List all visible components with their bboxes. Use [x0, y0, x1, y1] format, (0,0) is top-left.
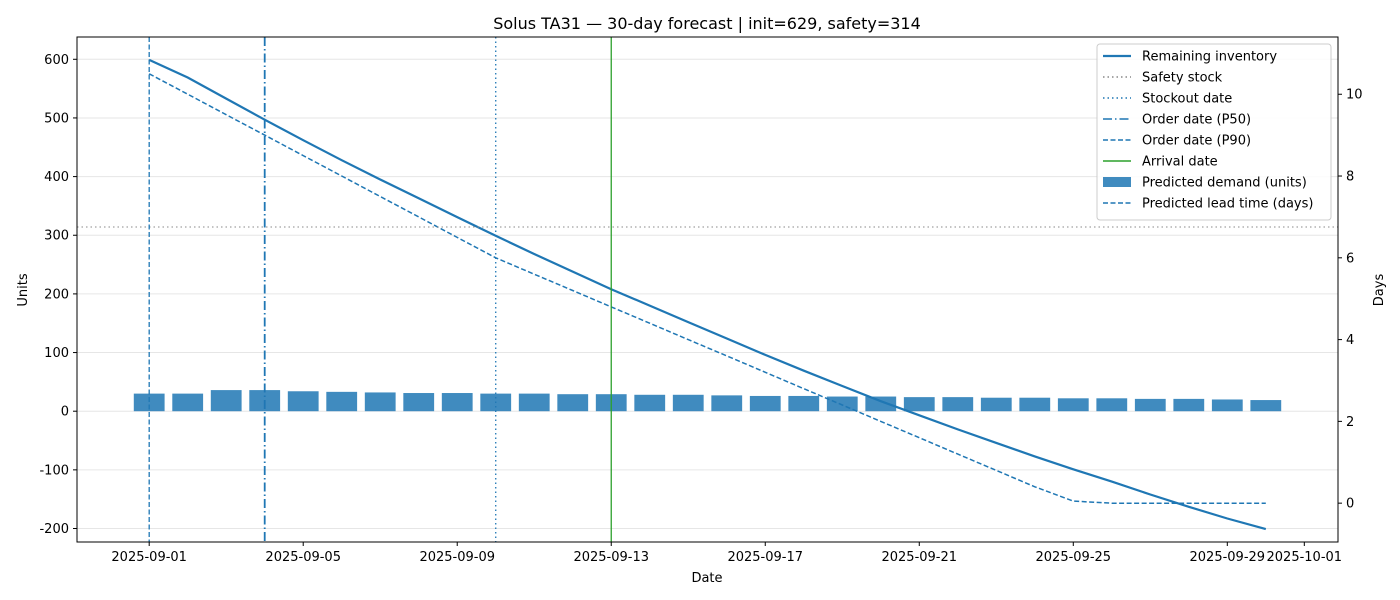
demand-bar [711, 395, 743, 412]
demand-bar [1057, 398, 1089, 412]
x-axis-label: Date [691, 571, 722, 586]
demand-bar [942, 397, 974, 412]
demand-bar [403, 393, 435, 412]
x-tick-label: 2025-09-29 [1190, 550, 1266, 565]
demand-bar [1211, 399, 1243, 412]
demand-bar [172, 393, 204, 412]
demand-bar [903, 397, 935, 412]
y-tick-label: 500 [44, 111, 69, 126]
demand-bar [980, 397, 1012, 412]
legend-box [1096, 43, 1332, 221]
legend-label: Remaining inventory [1142, 50, 1277, 65]
demand-bars [133, 390, 1282, 412]
demand-bar [749, 395, 781, 412]
legend-label: Stockout date [1142, 92, 1232, 107]
demand-bar [210, 390, 242, 412]
demand-bar [364, 392, 396, 412]
y2-tick-label: 4 [1346, 333, 1354, 348]
x-tick-label: 2025-09-01 [111, 550, 187, 565]
demand-bar [1173, 398, 1205, 412]
y-tick-label: 600 [44, 53, 69, 68]
lead-time-line [148, 73, 1266, 504]
chart-title: Solus TA31 — 30-day forecast | init=629,… [493, 14, 921, 33]
y2-tick-label: 10 [1346, 88, 1363, 103]
legend-swatch [1103, 177, 1131, 187]
demand-bar [1019, 397, 1051, 412]
y-tick-label: 0 [61, 405, 69, 420]
demand-bar [557, 394, 589, 412]
y2-tick-label: 2 [1346, 415, 1354, 430]
legend: Remaining inventory Safety stock Stockout … [1096, 43, 1332, 221]
y2-axis-label: Days [1372, 274, 1387, 307]
y2-tick-label: 8 [1346, 170, 1354, 185]
x-tick-label: 2025-10-01 [1267, 550, 1343, 565]
reference-lines [77, 37, 1338, 542]
x-tick-label: 2025-09-13 [573, 550, 649, 565]
y-tick-label: 100 [44, 346, 69, 361]
demand-bar [634, 394, 666, 412]
x-tick-label: 2025-09-17 [727, 550, 803, 565]
demand-bar [441, 393, 473, 412]
demand-bar [788, 395, 820, 412]
demand-bar [518, 393, 550, 412]
x-tick-label: 2025-09-21 [881, 550, 957, 565]
gridlines [77, 58, 1338, 530]
demand-bar [865, 396, 897, 412]
demand-bar [133, 393, 165, 412]
x-tick-label: 2025-09-05 [265, 550, 341, 565]
y2-tick-label: 6 [1346, 251, 1354, 266]
demand-bar [1096, 398, 1128, 412]
inventory-line [148, 58, 1267, 531]
series-lines [148, 58, 1267, 531]
demand-bar [672, 394, 704, 412]
x-tick-label: 2025-09-09 [419, 550, 495, 565]
legend-label: Predicted lead time (days) [1142, 197, 1313, 212]
y-tick-label: -100 [39, 463, 69, 478]
y-tick-label: 200 [44, 287, 69, 302]
y-tick-label: 400 [44, 170, 69, 185]
plot-frame [76, 36, 1339, 543]
axes: -200 -100 0 100 200 300 400 500 600 0 2 4 6 8 10 2025-0… [39, 36, 1363, 565]
y-axis-label: Units [16, 273, 31, 306]
legend-label: Order date (P90) [1142, 134, 1251, 149]
y-tick-label: 300 [44, 229, 69, 244]
legend-label: Safety stock [1142, 71, 1223, 86]
x-tick-label: 2025-09-25 [1036, 550, 1112, 565]
demand-bar [1134, 398, 1166, 412]
legend-label: Predicted demand (units) [1142, 176, 1307, 191]
demand-bar [1250, 400, 1282, 412]
legend-label: Order date (P50) [1142, 113, 1251, 128]
y2-tick-label: 0 [1346, 497, 1354, 512]
legend-label: Arrival date [1142, 155, 1218, 170]
y-tick-label: -200 [39, 522, 69, 537]
demand-bar [287, 391, 319, 412]
demand-bar [326, 391, 358, 412]
